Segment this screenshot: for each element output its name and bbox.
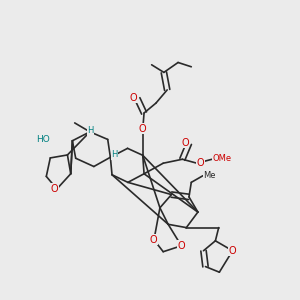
Text: HO: HO	[37, 135, 50, 144]
Text: O: O	[149, 235, 157, 245]
Text: O: O	[181, 138, 189, 148]
Text: O: O	[178, 241, 185, 251]
Text: O: O	[229, 246, 236, 256]
Text: O: O	[50, 184, 58, 194]
Text: Me: Me	[203, 171, 216, 180]
Text: O: O	[130, 93, 137, 103]
Text: OMe: OMe	[212, 154, 231, 163]
Text: H: H	[87, 126, 94, 135]
Text: H: H	[111, 151, 117, 160]
Text: O: O	[197, 158, 205, 168]
Text: O: O	[139, 124, 146, 134]
